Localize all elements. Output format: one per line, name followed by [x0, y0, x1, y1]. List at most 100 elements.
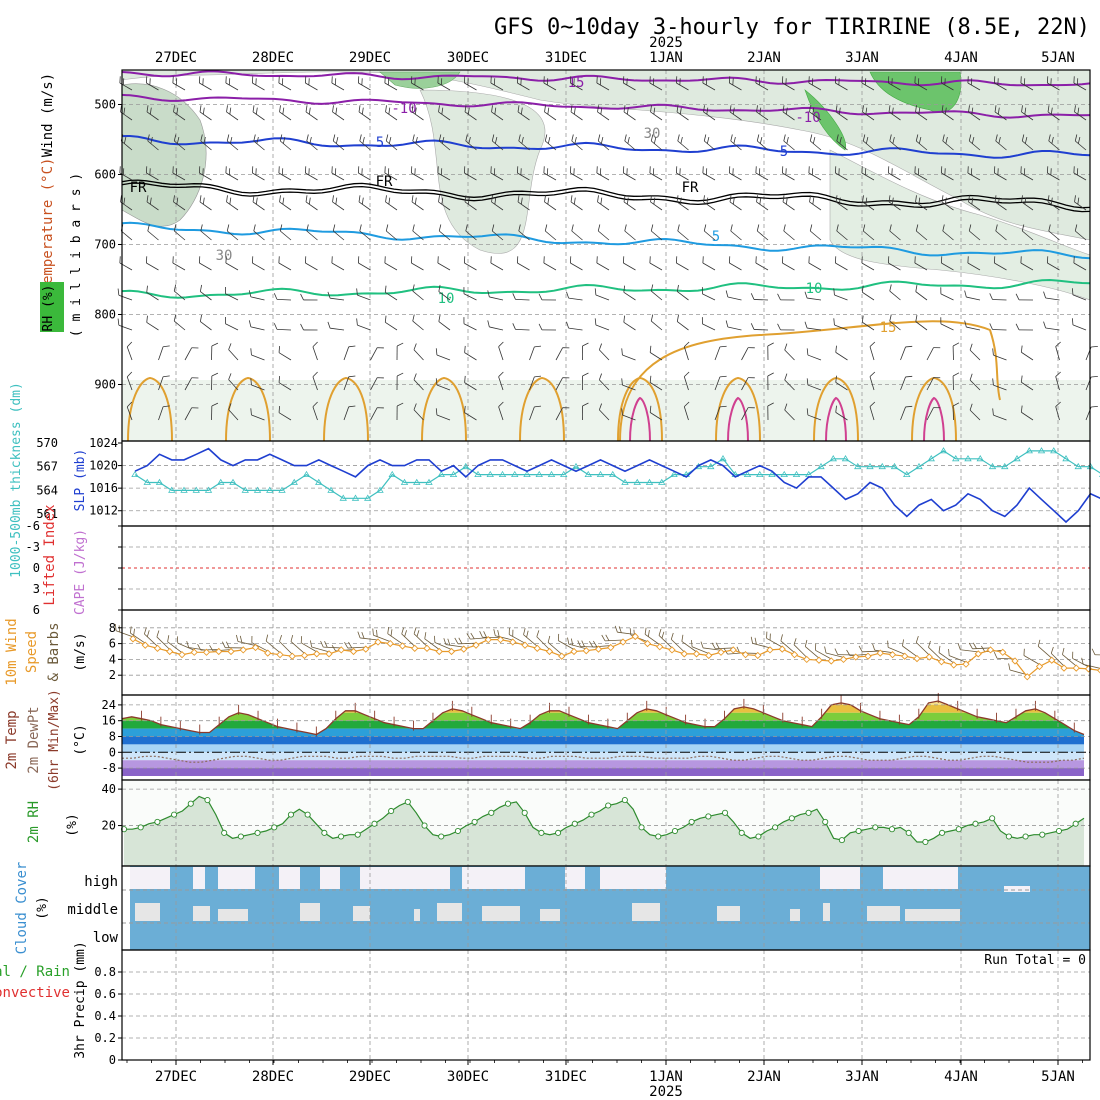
- wind-barb-feather: [163, 405, 170, 408]
- wind-barb-staff: [387, 633, 403, 645]
- wind-barb-staff: [676, 172, 689, 181]
- cloud-high-clear: [565, 867, 585, 889]
- wind-barb-staff: [411, 172, 424, 181]
- wind-barb-feather: [1074, 134, 1078, 142]
- thickness-marker: [217, 478, 225, 485]
- wind-barb-staff: [888, 201, 901, 211]
- wind-barb-staff: [200, 649, 219, 651]
- thickness-marker: [964, 455, 972, 462]
- wind-barb-staff: [570, 172, 583, 181]
- wind-barb-staff: [968, 111, 981, 121]
- wind-barb-feather: [226, 224, 230, 232]
- cloud-mid-clear: [437, 903, 462, 921]
- wind-barb-feather: [278, 405, 281, 413]
- wind-speed-marker: [766, 646, 774, 654]
- wind-barb-feather: [279, 635, 283, 642]
- wind-barb-feather: [173, 195, 175, 203]
- thickness-marker: [1025, 447, 1033, 454]
- wind-barb-feather: [681, 634, 684, 642]
- wind-barb-staff: [200, 140, 212, 151]
- wind-barb-feather: [357, 631, 361, 639]
- thickness-marker: [229, 478, 237, 485]
- wind-barb-staff: [1072, 294, 1087, 301]
- wind-barb-staff: [199, 201, 212, 211]
- wind-barb-feather: [653, 107, 656, 115]
- wind-barb-staff: [727, 296, 742, 301]
- wind-barb-staff: [331, 172, 345, 181]
- wind-barb-feather: [1020, 375, 1023, 383]
- wind-barb-feather: [173, 134, 177, 142]
- wind-barb-staff: [411, 111, 424, 121]
- thickness-marker: [511, 470, 519, 477]
- wind-barb-feather: [229, 136, 233, 144]
- wind-barb-staff: [438, 111, 451, 121]
- wind-barb-staff: [439, 230, 451, 241]
- wind-barb-staff: [793, 644, 808, 658]
- wind-barb-staff: [671, 639, 685, 653]
- rh-marker: [605, 802, 612, 809]
- wind-barb-feather: [544, 134, 548, 142]
- thickness-marker: [523, 470, 531, 477]
- wind-barb-feather: [335, 107, 338, 115]
- tick-label: 3: [33, 582, 40, 596]
- wind-barb-feather: [526, 630, 529, 638]
- tick-label: 0.2: [94, 1031, 116, 1045]
- wind-speed-marker: [215, 647, 223, 656]
- axis-label-2m-temp: 2m Temp: [4, 710, 20, 769]
- wind-barb-staff: [650, 111, 663, 121]
- wind-barb-feather: [598, 373, 602, 381]
- date-label-top: 2JAN: [747, 50, 781, 66]
- wind-barb-staff: [835, 111, 848, 121]
- wind-barb-feather: [629, 628, 632, 635]
- wind-speed-marker: [962, 660, 970, 668]
- wind-barb-staff: [1073, 262, 1087, 271]
- wind-barb-staff: [940, 323, 954, 331]
- cloud-high-clear: [462, 867, 525, 889]
- wind-barb-feather: [719, 405, 727, 408]
- wind-barb-staff: [555, 347, 563, 361]
- wind-barb-feather: [902, 639, 904, 647]
- rh-marker: [638, 824, 645, 831]
- tick-label: 1012: [89, 504, 118, 518]
- wind-barb-staff: [278, 172, 292, 181]
- wind-barb-feather: [279, 195, 281, 203]
- wind-barb-feather: [650, 134, 654, 142]
- wind-barb-staff: [489, 296, 504, 301]
- wind-barb-staff: [914, 262, 928, 271]
- tick-label: 600: [94, 168, 116, 182]
- wind-barb-staff: [490, 172, 504, 181]
- wind-barb-staff: [498, 376, 504, 391]
- wind-barb-staff: [225, 172, 239, 181]
- wind-barb-feather: [600, 136, 604, 144]
- wind-barb-feather: [470, 632, 475, 640]
- wind-barb-feather: [626, 197, 629, 205]
- wind-barb-feather: [964, 290, 967, 298]
- cloud-high-clear: [279, 867, 300, 889]
- wind-barb-staff: [782, 262, 795, 271]
- wind-barb-feather: [846, 649, 851, 656]
- wind-barb-staff: [225, 82, 239, 91]
- wind-barb-staff: [280, 140, 292, 151]
- wind-barb-feather: [547, 107, 550, 115]
- rh-marker: [404, 798, 411, 805]
- wind-barb-feather: [597, 105, 599, 113]
- wind-barb-staff: [704, 230, 716, 241]
- wind-barb-staff: [332, 201, 345, 211]
- wind-barb-feather: [624, 134, 627, 142]
- wind-barb-feather: [992, 378, 994, 386]
- tick-label: 6: [33, 603, 40, 617]
- temp-contour-20: [923, 396, 945, 442]
- wind-barb-staff: [967, 82, 981, 91]
- wind-barb-staff: [358, 262, 371, 271]
- wind-barb-staff: [869, 346, 875, 361]
- rh-marker: [171, 811, 178, 818]
- wind-barb-feather: [706, 107, 709, 115]
- wind-barb-feather: [361, 631, 365, 639]
- thickness-marker: [400, 478, 409, 485]
- wind-barb-staff: [940, 293, 954, 301]
- wind-barb-feather: [146, 315, 148, 323]
- wind-barb-feather: [412, 284, 415, 292]
- run-total-label: Run Total = 0: [984, 953, 1086, 968]
- wind-barb-staff: [783, 230, 795, 241]
